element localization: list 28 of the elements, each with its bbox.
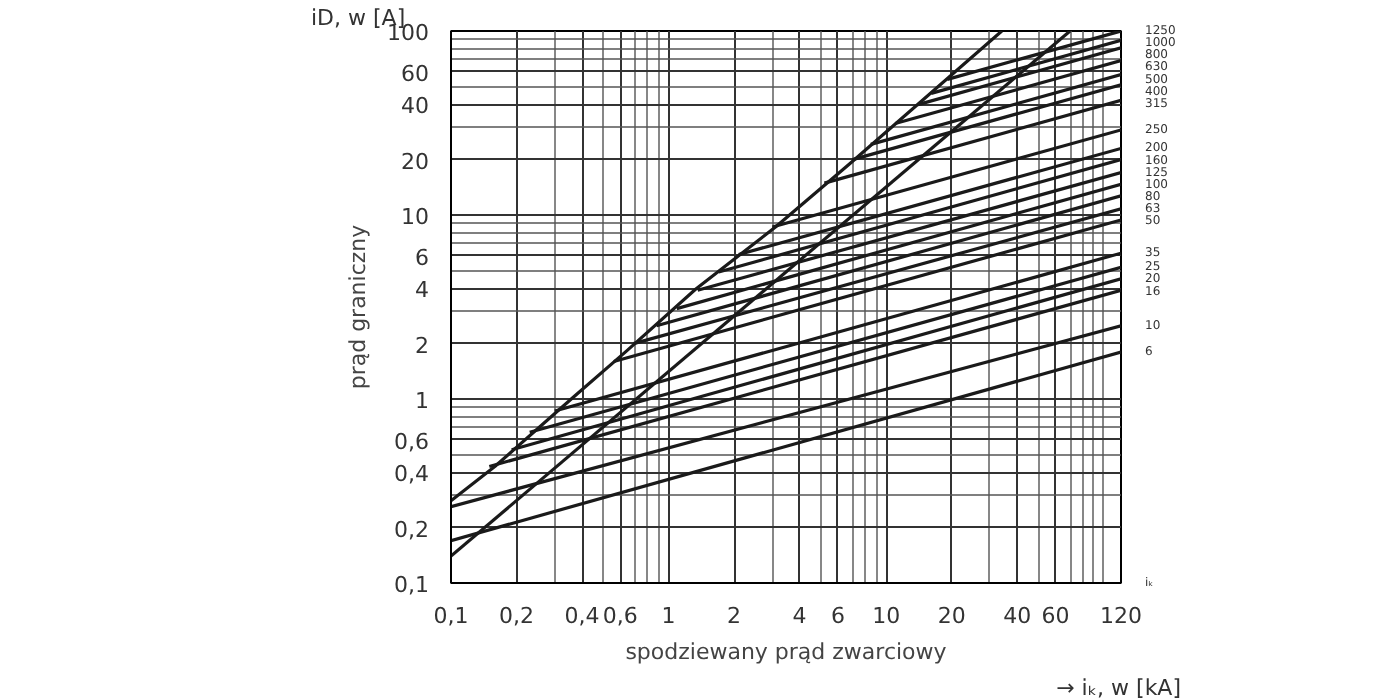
x-tick-label: 0,2 <box>499 603 535 629</box>
x-tick-label: 0,1 <box>433 603 469 629</box>
y-tick-label: 1 <box>415 388 429 414</box>
y-tick-label: 0,6 <box>394 428 430 455</box>
x-tick-label: 40 <box>1003 603 1032 629</box>
x-tick-label: 60 <box>1041 603 1070 629</box>
y-tick-label: 0,2 <box>394 516 430 543</box>
x-tick-label: 1 <box>661 603 676 629</box>
y-tick-label: 0,4 <box>394 461 430 488</box>
y-tick-label: 60 <box>401 60 430 87</box>
text: → iₖ, w [kA] <box>1056 675 1182 700</box>
y-tick-label: 0,1 <box>394 572 430 598</box>
y-tick-label: 6 <box>415 244 429 271</box>
x-tick-label: 20 <box>937 603 966 629</box>
x-tick-label: 0,6 <box>602 603 638 629</box>
y-tick-label: 20 <box>401 148 430 175</box>
y-tick-label: 4 <box>415 277 429 304</box>
x-tick-label: 4 <box>792 603 807 629</box>
x-tick-label: 10 <box>872 603 901 629</box>
y-tick-label: 10 <box>401 204 430 230</box>
x-tick-label: 0,4 <box>564 603 600 629</box>
y-axis-title: prąd graniczny <box>345 223 372 390</box>
x-axis-title: spodziewany prąd zwarciowy <box>625 639 948 665</box>
x-tick-label: 6 <box>830 603 845 629</box>
x-tick-label: 120 <box>1100 603 1142 629</box>
x-tick-label: 2 <box>727 603 742 629</box>
y-tick-label: 2 <box>415 332 429 359</box>
y-tick-label: 40 <box>401 93 430 120</box>
